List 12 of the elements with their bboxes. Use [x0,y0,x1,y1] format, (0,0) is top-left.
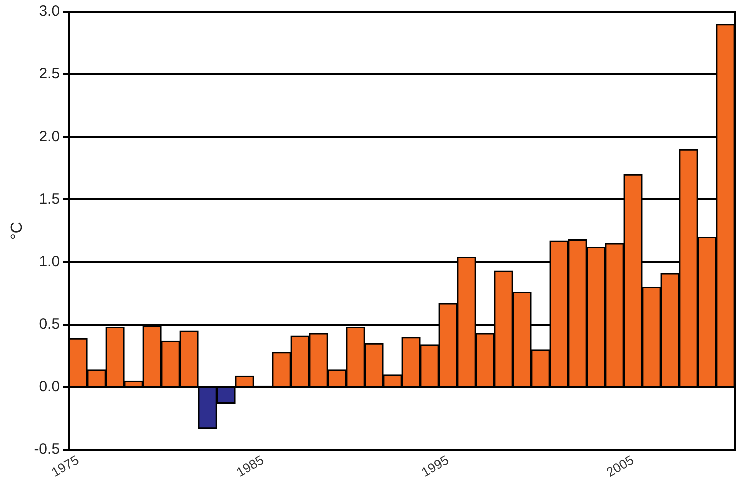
x-tick-label: 1995 [419,452,452,480]
y-tick-label: 0.0 [39,378,60,396]
x-tick-label: 2005 [604,452,637,480]
x-tick-label: 1985 [234,452,267,480]
y-axis-title: °C [9,222,26,240]
y-tick-label: 1.0 [39,253,60,270]
y-tick-label: 2.0 [39,128,60,146]
y-tick-label: 0.5 [39,316,60,334]
y-tick-label: 2.5 [39,66,60,83]
y-tick-label: 3.0 [39,3,60,20]
y-tick-label: -0.5 [34,441,60,458]
y-tick-label: 1.5 [39,190,60,208]
